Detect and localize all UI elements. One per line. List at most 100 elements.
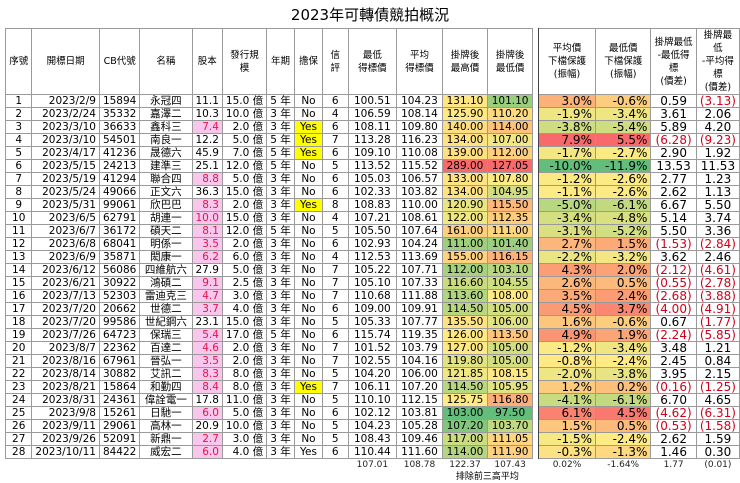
cell-diff-min: (0.55) [650, 276, 697, 290]
cell-high-price: 116.60 [441, 276, 489, 290]
cell-low-price: 103.70 [487, 419, 533, 433]
cell-diff-avg: 1.13 [695, 185, 740, 199]
cell-diff-min: (4.00) [650, 302, 697, 316]
cell-guarantee: No [294, 354, 323, 368]
cell-diff-avg: 3.36 [695, 224, 740, 238]
cell-cb-code: 24213 [98, 159, 141, 173]
cell-min-bid: 105.10 [347, 276, 398, 290]
cell-min-protection: 4.5% [594, 406, 652, 420]
cell-guarantee: No [294, 315, 323, 329]
column-header: 序號 [4, 28, 33, 95]
cell-diff-avg: 1.59 [695, 432, 740, 446]
cell-seq: 8 [4, 185, 33, 199]
cell-low-price: 111.90 [487, 445, 533, 459]
cell-capital: 36.3 [191, 185, 223, 199]
summary-note-spacer [532, 471, 739, 483]
cell-avg-bid: 110.00 [396, 198, 443, 212]
cell-avg-bid: 116.23 [396, 133, 443, 147]
cell-issue-size: 15.0 億 [221, 211, 268, 225]
cb-auction-table: 序號 開標日期 CB代號 名稱 股本 發行規模 年期 擔保 信評 最低 得標價 平均 得標價 掛牌後 … [4, 28, 740, 483]
summary-empty [192, 459, 222, 472]
cell-diff-avg: (4.91) [695, 302, 740, 316]
cell-high-price: 114.00 [441, 445, 489, 459]
summary-value: 0.02% [552, 460, 582, 470]
cell-name: 新鼎一 [139, 432, 193, 446]
cell-min-bid: 113.28 [347, 133, 398, 147]
cell-name: 百達二 [139, 341, 193, 355]
summary-note-spacer [6, 471, 443, 483]
cell-term: 3 年 [266, 445, 295, 459]
cell-avg-bid: 112.15 [396, 393, 443, 407]
cell-guarantee: No [294, 289, 323, 303]
cell-guarantee: Yes [294, 380, 323, 394]
cell-avg-protection: -1.7% [537, 146, 596, 160]
cell-issue-size: 11.0 億 [221, 393, 268, 407]
cell-low-price: 104.95 [487, 185, 533, 199]
cell-guarantee: No [294, 224, 323, 238]
cell-diff-avg: (1.58) [695, 419, 740, 433]
cell-guarantee: No [294, 250, 323, 264]
cell-min-protection: 5.5% [594, 133, 652, 147]
cell-low-price: 111.05 [487, 432, 533, 446]
cell-diff-min: 5.89 [650, 120, 697, 134]
cell-diff-min: 0.67 [650, 315, 697, 329]
cell-min-bid: 106.59 [347, 107, 398, 121]
cell-min-bid: 102.55 [347, 354, 398, 368]
cell-min-protection: -2.6% [594, 185, 652, 199]
cell-avg-protection: -3.1% [537, 224, 596, 238]
cell-cb-code: 15894 [98, 94, 141, 108]
cell-cb-code: 64723 [98, 328, 141, 342]
cell-high-price: 120.90 [441, 198, 489, 212]
cell-guarantee: No [294, 276, 323, 290]
cell-diff-avg: (2.84) [695, 237, 740, 251]
cell-date: 2023/3/10 [31, 120, 100, 134]
summary-value: (0.01) [704, 460, 732, 470]
cell-name: 永冠四 [139, 94, 193, 108]
cell-diff-min: (1.53) [650, 237, 697, 251]
cell-diff-min: 5.50 [650, 224, 697, 238]
cell-term: 3 年 [266, 315, 295, 329]
cell-min-bid: 107.21 [347, 211, 398, 225]
cell-avg-protection: -10.0% [537, 159, 596, 173]
cell-high-price: 134.00 [441, 133, 489, 147]
cell-term: 5 年 [266, 146, 295, 160]
cell-capital: 3.7 [191, 302, 223, 316]
cell-name: 世德二 [139, 302, 193, 316]
cell-issue-size: 15.0 億 [221, 185, 268, 199]
cell-guarantee: Yes [294, 146, 323, 160]
cell-low-price: 111.00 [487, 224, 533, 238]
cell-avg-protection: 4.5% [537, 302, 596, 316]
cell-rating: 6 [321, 328, 349, 342]
cell-low-price: 105.00 [487, 354, 533, 368]
summary-empty [222, 459, 266, 472]
cell-capital: 11.1 [191, 94, 223, 108]
cell-capital: 2.7 [191, 432, 223, 446]
cell-capital: 3.5 [191, 354, 223, 368]
cell-high-price: 134.00 [441, 185, 489, 199]
cell-issue-size: 10.0 億 [221, 107, 268, 121]
cell-min-bid: 109.00 [347, 302, 398, 316]
cell-diff-avg: 4.20 [695, 120, 740, 134]
cell-avg-bid: 109.91 [396, 302, 443, 316]
cell-avg-bid: 108.61 [396, 211, 443, 225]
cell-guarantee: No [294, 263, 323, 277]
cell-capital: 8.3 [191, 198, 223, 212]
cell-avg-bid: 107.71 [396, 263, 443, 277]
cell-date: 2023/6/21 [31, 276, 100, 290]
cell-low-price: 108.00 [487, 289, 533, 303]
cell-diff-min: 2.62 [650, 432, 697, 446]
summary-empty [295, 459, 323, 472]
cell-avg-protection: -1.2% [537, 172, 596, 186]
cell-date: 2023/5/19 [31, 172, 100, 186]
cell-issue-size: 2.0 億 [221, 354, 268, 368]
cell-avg-bid: 107.77 [396, 315, 443, 329]
cell-low-price: 107.00 [487, 133, 533, 147]
cell-capital: 6.2 [191, 250, 223, 264]
